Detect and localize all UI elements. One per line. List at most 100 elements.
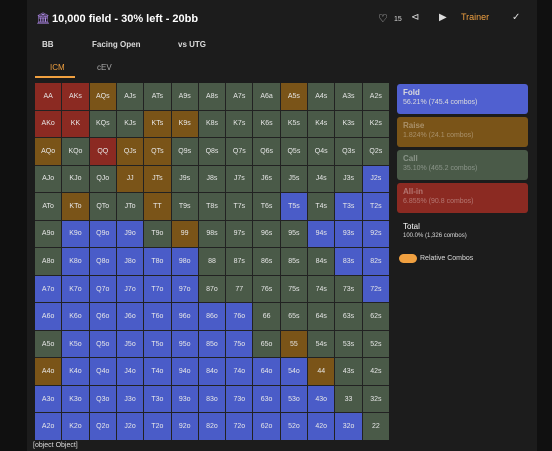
hand-cell[interactable]: 93o	[171, 385, 198, 413]
hand-cell[interactable]: 52o	[280, 413, 308, 440]
hand-cell[interactable]: K4o	[62, 358, 89, 385]
hand-cell[interactable]: A3o	[35, 385, 62, 413]
hand-cell[interactable]: 83o	[198, 385, 226, 413]
hand-cell[interactable]: J3o	[116, 385, 144, 413]
hand-cell[interactable]: J5o	[116, 330, 144, 358]
hand-cell[interactable]: 65o	[253, 330, 280, 358]
hand-cell[interactable]: K3o	[62, 385, 89, 413]
hand-cell[interactable]: K3s	[335, 110, 362, 138]
hand-cell[interactable]: 72o	[226, 413, 253, 440]
hand-cell[interactable]: T7s	[226, 193, 253, 220]
hand-cell[interactable]: AJo	[35, 165, 62, 193]
action-card[interactable]: Raise 1.824% (24.1 combos)	[397, 117, 528, 147]
hand-cell[interactable]: 62s	[362, 303, 389, 330]
hand-cell[interactable]: ATs	[144, 83, 171, 110]
tab[interactable]: ICM	[50, 63, 65, 72]
hand-cell[interactable]: T9s	[171, 193, 198, 220]
hand-cell[interactable]: Q8s	[198, 138, 226, 165]
hand-cell[interactable]: Q3s	[335, 138, 362, 165]
hand-cell[interactable]: A9o	[35, 220, 62, 248]
hand-cell[interactable]: 73s	[335, 275, 362, 303]
hand-cell[interactable]: 62o	[253, 413, 280, 440]
hand-cell[interactable]: J3s	[335, 165, 362, 193]
hand-cell[interactable]: K9o	[62, 220, 89, 248]
hand-cell[interactable]: 95o	[171, 330, 198, 358]
hand-cell[interactable]: Q2s	[362, 138, 389, 165]
hand-cell[interactable]: 88	[198, 248, 226, 275]
hand-cell[interactable]: 86o	[198, 303, 226, 330]
hand-cell[interactable]: JJ	[116, 165, 144, 193]
hand-cell[interactable]: A2o	[35, 413, 62, 440]
hand-cell[interactable]: Q9o	[89, 220, 116, 248]
hand-cell[interactable]: T9o	[144, 220, 171, 248]
hand-cell[interactable]: 63o	[253, 385, 280, 413]
hand-cell[interactable]: A7s	[226, 83, 253, 110]
hand-cell[interactable]: T8o	[144, 248, 171, 275]
trainer[interactable]: Trainer	[461, 12, 490, 22]
hand-cell[interactable]: J2s	[362, 165, 389, 193]
hand-cell[interactable]: J7o	[116, 275, 144, 303]
hand-cell[interactable]: Q7s	[226, 138, 253, 165]
hand-cell[interactable]: QTo	[89, 193, 116, 220]
hand-cell[interactable]: 54o	[280, 358, 308, 385]
hand-cell[interactable]: A4o	[35, 358, 62, 385]
hand-cell[interactable]: KJs	[116, 110, 144, 138]
hand-cell[interactable]: AQo	[35, 138, 62, 165]
hand-cell[interactable]: TT	[144, 193, 171, 220]
hand-cell[interactable]: Q3o	[89, 385, 116, 413]
hand-cell[interactable]: A2s	[362, 83, 389, 110]
hand-cell[interactable]: 53o	[280, 385, 308, 413]
action-card[interactable]: Fold 56.21% (745.4 combos)	[397, 84, 528, 114]
toggle[interactable]	[399, 254, 417, 263]
check[interactable]: ✓	[512, 12, 521, 23]
hand-cell[interactable]: 85s	[280, 248, 308, 275]
hand-cell[interactable]: QTs	[144, 138, 171, 165]
filter[interactable]: BB	[42, 40, 54, 49]
video[interactable]: ▶	[439, 12, 447, 23]
hand-cell[interactable]: QJo	[89, 165, 116, 193]
hand-cell[interactable]: K2o	[62, 413, 89, 440]
hand-cell[interactable]: J5s	[280, 165, 308, 193]
hand-cell[interactable]: 76o	[226, 303, 253, 330]
hand-cell[interactable]: 83s	[335, 248, 362, 275]
hand-cell[interactable]: Q6s	[253, 138, 280, 165]
hand-cell[interactable]: J2o	[116, 413, 144, 440]
hand-cell[interactable]: JTs	[144, 165, 171, 193]
hand-cell[interactable]: A8o	[35, 248, 62, 275]
hand-cell[interactable]: 43s	[335, 358, 362, 385]
hand-cell[interactable]: 84o	[198, 358, 226, 385]
hand-cell[interactable]: J9s	[171, 165, 198, 193]
filter[interactable]: Facing Open	[92, 40, 141, 49]
hand-cell[interactable]: K8o	[62, 248, 89, 275]
hand-cell[interactable]: J7s	[226, 165, 253, 193]
hand-cell[interactable]: JTo	[116, 193, 144, 220]
hand-cell[interactable]: 97o	[171, 275, 198, 303]
hand-cell[interactable]: J6s	[253, 165, 280, 193]
action-card[interactable]: All-in 6.855% (90.8 combos)	[397, 183, 528, 213]
hand-cell[interactable]: K7s	[226, 110, 253, 138]
hand-cell[interactable]: J6o	[116, 303, 144, 330]
hand-cell[interactable]: Q2o	[89, 413, 116, 440]
hand-cell[interactable]: 95s	[280, 220, 308, 248]
hand-cell[interactable]: AQs	[89, 83, 116, 110]
hand-cell[interactable]: Q4o	[89, 358, 116, 385]
hand-cell[interactable]: ATo	[35, 193, 62, 220]
hand-cell[interactable]: 86s	[253, 248, 280, 275]
hand-cell[interactable]: KJo	[62, 165, 89, 193]
hand-cell[interactable]: 96s	[253, 220, 280, 248]
hand-cell[interactable]: 85o	[198, 330, 226, 358]
hand-cell[interactable]: 64s	[308, 303, 335, 330]
hand-cell[interactable]: 99	[171, 220, 198, 248]
hand-cell[interactable]: 66	[253, 303, 280, 330]
hand-cell[interactable]: K5s	[280, 110, 308, 138]
hand-cell[interactable]: 76s	[253, 275, 280, 303]
hand-cell[interactable]: 92s	[362, 220, 389, 248]
hand-cell[interactable]: 96o	[171, 303, 198, 330]
hand-cell[interactable]: 84s	[308, 248, 335, 275]
hand-cell[interactable]: J8s	[198, 165, 226, 193]
hand-cell[interactable]: 42s	[362, 358, 389, 385]
hand-cell[interactable]: 53s	[335, 330, 362, 358]
hand-cell[interactable]: T5s	[280, 193, 308, 220]
hand-cell[interactable]: 32s	[362, 385, 389, 413]
hand-cell[interactable]: 63s	[335, 303, 362, 330]
